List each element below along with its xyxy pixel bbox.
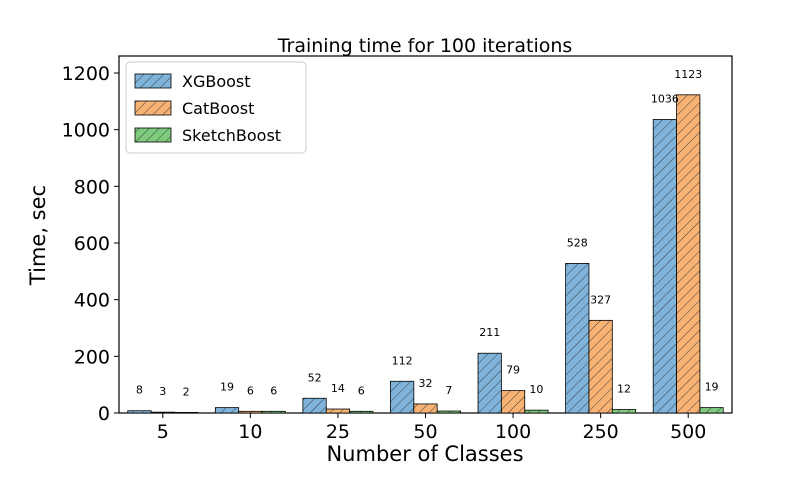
y-tick-label-1000: 1000 [62,120,110,142]
bar-catboost-50 [413,403,438,414]
value-label-catboost-10: 6 [247,384,254,397]
x-tick-label-5: 5 [157,421,169,443]
legend-label-sketchboost: SketchBoost [182,126,281,145]
x-tick-label-50: 50 [413,421,437,443]
bar-sketchboost-25 [349,410,374,414]
y-tick-label-800: 800 [74,176,110,198]
bar-catboost-250 [588,319,613,414]
value-label-xgboost-25: 52 [308,371,322,384]
value-label-catboost-25: 14 [331,382,345,395]
bar-xgboost-250 [565,262,590,414]
y-axis-label: Time, sec [26,185,50,286]
value-label-xgboost-50: 112 [392,354,413,367]
bar-xgboost-500 [652,119,677,414]
legend-label-xgboost: XGBoost [182,72,251,91]
y-tick-label-600: 600 [74,233,110,255]
x-tick-label-100: 100 [495,421,531,443]
y-axis: 0 200 400 600 800 1000 1200 [62,63,119,425]
legend-swatch-xgboost [134,73,172,89]
x-tick-label-250: 250 [583,421,619,443]
y-tick-label-0: 0 [98,403,110,425]
bar-sketchboost-50 [436,410,461,414]
value-label-sketchboost-500: 19 [705,381,719,394]
bar-sketchboost-500 [699,407,724,414]
bars-layer [127,94,724,414]
legend-swatch-catboost [134,100,172,116]
value-label-sketchboost-50: 7 [445,384,452,397]
value-label-xgboost-250: 528 [567,236,588,249]
bar-sketchboost-10 [261,410,286,414]
y-tick-label-400: 400 [74,290,110,312]
bar-sketchboost-5 [174,412,199,414]
bar-catboost-500 [676,94,701,414]
x-tick-label-25: 25 [326,421,350,443]
x-tick-label-500: 500 [670,421,706,443]
bar-catboost-100 [500,390,526,414]
legend-label-catboost: CatBoost [182,99,254,118]
bar-catboost-5 [150,411,175,414]
x-axis-label: Number of Classes [326,442,523,466]
y-tick-label-200: 200 [74,346,110,368]
value-label-xgboost-5: 8 [136,384,143,397]
legend-swatch-sketchboost [134,127,172,143]
bar-sketchboost-250 [611,409,637,414]
bar-xgboost-5 [127,410,152,414]
value-label-sketchboost-250: 12 [617,383,631,396]
chart-title: Training time for 100 iterations [277,35,573,57]
bar-catboost-10 [238,410,263,414]
y-tick-label-1200: 1200 [62,63,110,85]
value-label-catboost-500: 1123 [674,68,702,81]
value-label-sketchboost-5: 2 [183,385,190,398]
x-tick-label-10: 10 [238,421,262,443]
value-label-xgboost-100: 211 [479,326,500,339]
bar-catboost-25 [325,408,351,414]
value-label-catboost-50: 32 [419,377,433,390]
value-label-catboost-5: 3 [159,385,166,398]
bar-xgboost-100 [477,352,502,414]
value-label-xgboost-10: 19 [220,381,234,394]
bar-xgboost-50 [390,380,415,414]
bar-xgboost-25 [302,397,327,414]
x-axis: 5 10 25 50 100 250 500 [157,413,706,443]
value-label-sketchboost-25: 6 [358,384,365,397]
value-label-catboost-250: 327 [590,293,611,306]
bar-sketchboost-100 [524,409,549,414]
legend: XGBoost CatBoost SketchBoost [125,61,307,154]
bar-xgboost-10 [214,407,240,414]
value-label-xgboost-500: 1036 [651,92,679,105]
value-label-catboost-100: 79 [506,364,520,377]
value-label-sketchboost-10: 6 [270,384,277,397]
value-label-sketchboost-100: 10 [529,383,543,396]
